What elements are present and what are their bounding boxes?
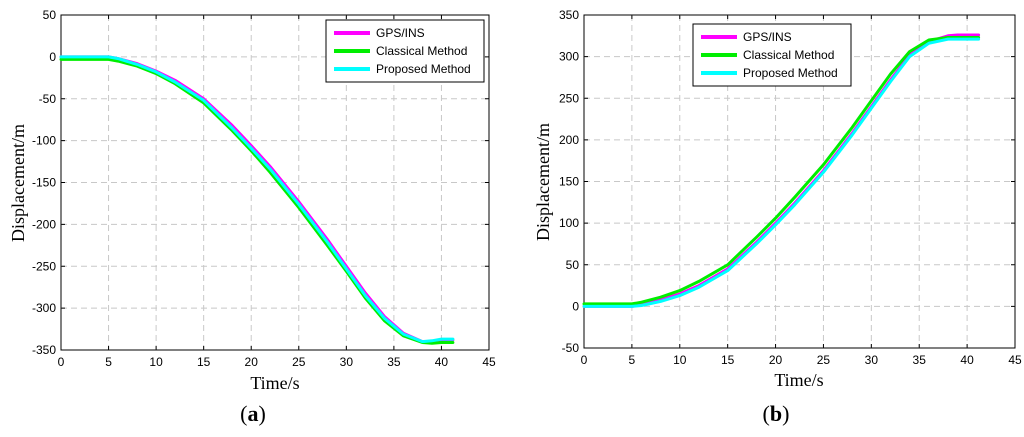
y-tick-label: 150 xyxy=(559,175,579,189)
legend-label: Proposed Method xyxy=(376,62,471,76)
panel-label-part: ( xyxy=(763,401,770,426)
panel-label-part: ) xyxy=(782,401,789,426)
x-tick-label: 35 xyxy=(913,353,927,367)
x-tick-label: 10 xyxy=(673,353,687,367)
y-tick-label: 250 xyxy=(559,91,579,105)
x-tick-label: 30 xyxy=(340,355,354,369)
x-tick-label: 30 xyxy=(865,353,879,367)
legend-label: Proposed Method xyxy=(743,66,838,80)
legend-label: Classical Method xyxy=(376,44,467,58)
y-tick-label: -350 xyxy=(32,343,56,357)
y-tick-label: 350 xyxy=(559,8,579,22)
series-line-proposed-method xyxy=(59,55,455,344)
legend-label: GPS/INS xyxy=(743,30,792,44)
x-tick-label: 20 xyxy=(245,355,259,369)
x-tick-label: 15 xyxy=(197,355,211,369)
panel-label-part: b xyxy=(770,401,782,426)
x-axis-label: Time/s xyxy=(774,370,823,390)
x-tick-label: 45 xyxy=(482,355,496,369)
x-tick-label: 35 xyxy=(387,355,401,369)
y-tick-label: 100 xyxy=(559,216,579,230)
panel-label: (a) xyxy=(240,401,266,426)
y-tick-label: -50 xyxy=(39,92,57,106)
y-tick-label: 200 xyxy=(559,133,579,147)
x-tick-label: 40 xyxy=(960,353,974,367)
panel-label: (b) xyxy=(763,401,790,426)
x-tick-label: 0 xyxy=(581,353,588,367)
x-tick-label: 15 xyxy=(721,353,735,367)
panel-label-part: ( xyxy=(240,401,247,426)
x-tick-label: 25 xyxy=(817,353,831,367)
x-tick-label: 5 xyxy=(629,353,636,367)
y-tick-label: -150 xyxy=(32,176,56,190)
legend: GPS/INS Classical Method Proposed Method xyxy=(325,19,485,83)
series-line-proposed-method xyxy=(582,37,981,308)
x-tick-label: 5 xyxy=(105,355,112,369)
y-tick-label: 0 xyxy=(572,299,579,313)
x-tick-label: 40 xyxy=(435,355,449,369)
chart-panel-a: 0 5 10 15 20 25 30 35 40 45 -350 -300 -250 -200 -150 -1… xyxy=(8,8,496,426)
x-tick-label: 0 xyxy=(58,355,65,369)
y-tick-label: -200 xyxy=(32,217,56,231)
chart-panel-b: 0 5 10 15 20 25 30 35 40 45-500501001502002503003… xyxy=(533,8,1022,426)
x-axis-label: Time/s xyxy=(250,373,299,393)
series-line-classical-method xyxy=(582,36,981,306)
x-tick-label: 20 xyxy=(769,353,783,367)
legend-label: GPS/INS xyxy=(376,26,425,40)
y-tick-label: 50 xyxy=(43,8,57,22)
y-tick-label: -300 xyxy=(32,301,56,315)
y-tick-label: -100 xyxy=(32,134,56,148)
y-tick-label: 0 xyxy=(49,50,56,64)
x-tick-label: 10 xyxy=(149,355,163,369)
x-tick-label: 45 xyxy=(1008,353,1022,367)
legend: GPS/INS Classical Method Proposed Method xyxy=(692,23,852,87)
y-axis-label: Displacement/m xyxy=(533,123,553,241)
y-tick-label: -250 xyxy=(32,259,56,273)
y-tick-label: -50 xyxy=(562,341,580,355)
panel-label-part: a xyxy=(248,401,259,426)
y-tick-label: 300 xyxy=(559,50,579,64)
x-tick-label: 25 xyxy=(292,355,306,369)
y-tick-label: 50 xyxy=(566,258,580,272)
legend-label: Classical Method xyxy=(743,48,834,62)
y-axis-label: Displacement/m xyxy=(8,124,28,242)
panel-label-part: ) xyxy=(259,401,266,426)
